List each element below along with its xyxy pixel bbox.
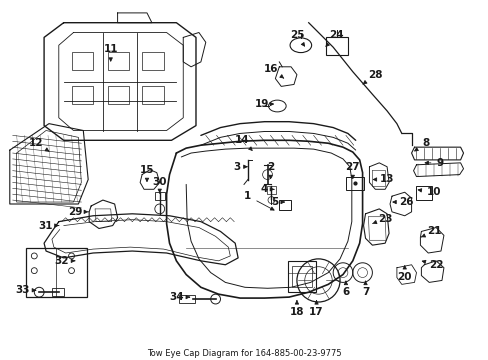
Text: 1: 1 [244, 191, 273, 210]
Text: 19: 19 [254, 99, 273, 109]
Bar [325, 37, 347, 55]
Text: 12: 12 [29, 138, 49, 151]
Bar [26, 248, 87, 297]
Text: 22: 22 [422, 260, 443, 270]
Text: 25: 25 [289, 31, 304, 46]
Text: 3: 3 [233, 162, 246, 172]
Text: 10: 10 [417, 187, 441, 197]
Bar [179, 295, 195, 303]
Bar [71, 86, 93, 104]
Bar [416, 186, 431, 200]
Text: 2: 2 [266, 162, 274, 179]
Bar [142, 52, 163, 70]
Text: Tow Eye Cap Diagram for 164-885-00-23-9775: Tow Eye Cap Diagram for 164-885-00-23-97… [147, 349, 341, 358]
Bar [107, 52, 129, 70]
Bar [52, 288, 63, 296]
Text: 17: 17 [308, 301, 323, 317]
Text: 24: 24 [325, 31, 343, 46]
Text: 27: 27 [345, 162, 359, 179]
Bar [142, 86, 163, 104]
Text: 33: 33 [15, 285, 36, 295]
Text: 20: 20 [397, 266, 411, 283]
Text: 8: 8 [414, 138, 429, 151]
Text: 16: 16 [264, 64, 283, 78]
Bar [107, 86, 129, 104]
Text: 14: 14 [234, 135, 252, 150]
Text: 23: 23 [372, 214, 391, 224]
Bar [266, 186, 276, 194]
Text: 11: 11 [103, 44, 118, 61]
Text: 34: 34 [169, 292, 189, 302]
Text: 32: 32 [54, 256, 75, 266]
Text: 6: 6 [342, 281, 349, 297]
Bar [71, 52, 93, 70]
Text: 29: 29 [68, 207, 88, 217]
Text: 5: 5 [270, 197, 284, 207]
Bar [155, 192, 164, 200]
Bar [279, 200, 290, 210]
Text: 30: 30 [152, 177, 166, 193]
Text: 4: 4 [261, 184, 273, 194]
Text: 31: 31 [39, 221, 59, 230]
Text: 18: 18 [289, 301, 304, 317]
Text: 21: 21 [421, 226, 441, 237]
Text: 15: 15 [140, 165, 154, 181]
Bar [291, 266, 311, 287]
Text: 26: 26 [392, 197, 413, 207]
Text: 7: 7 [361, 281, 368, 297]
Text: 13: 13 [372, 175, 393, 184]
Text: 28: 28 [362, 69, 382, 84]
Text: 9: 9 [424, 158, 443, 168]
Bar [345, 176, 363, 190]
Bar [287, 261, 315, 292]
